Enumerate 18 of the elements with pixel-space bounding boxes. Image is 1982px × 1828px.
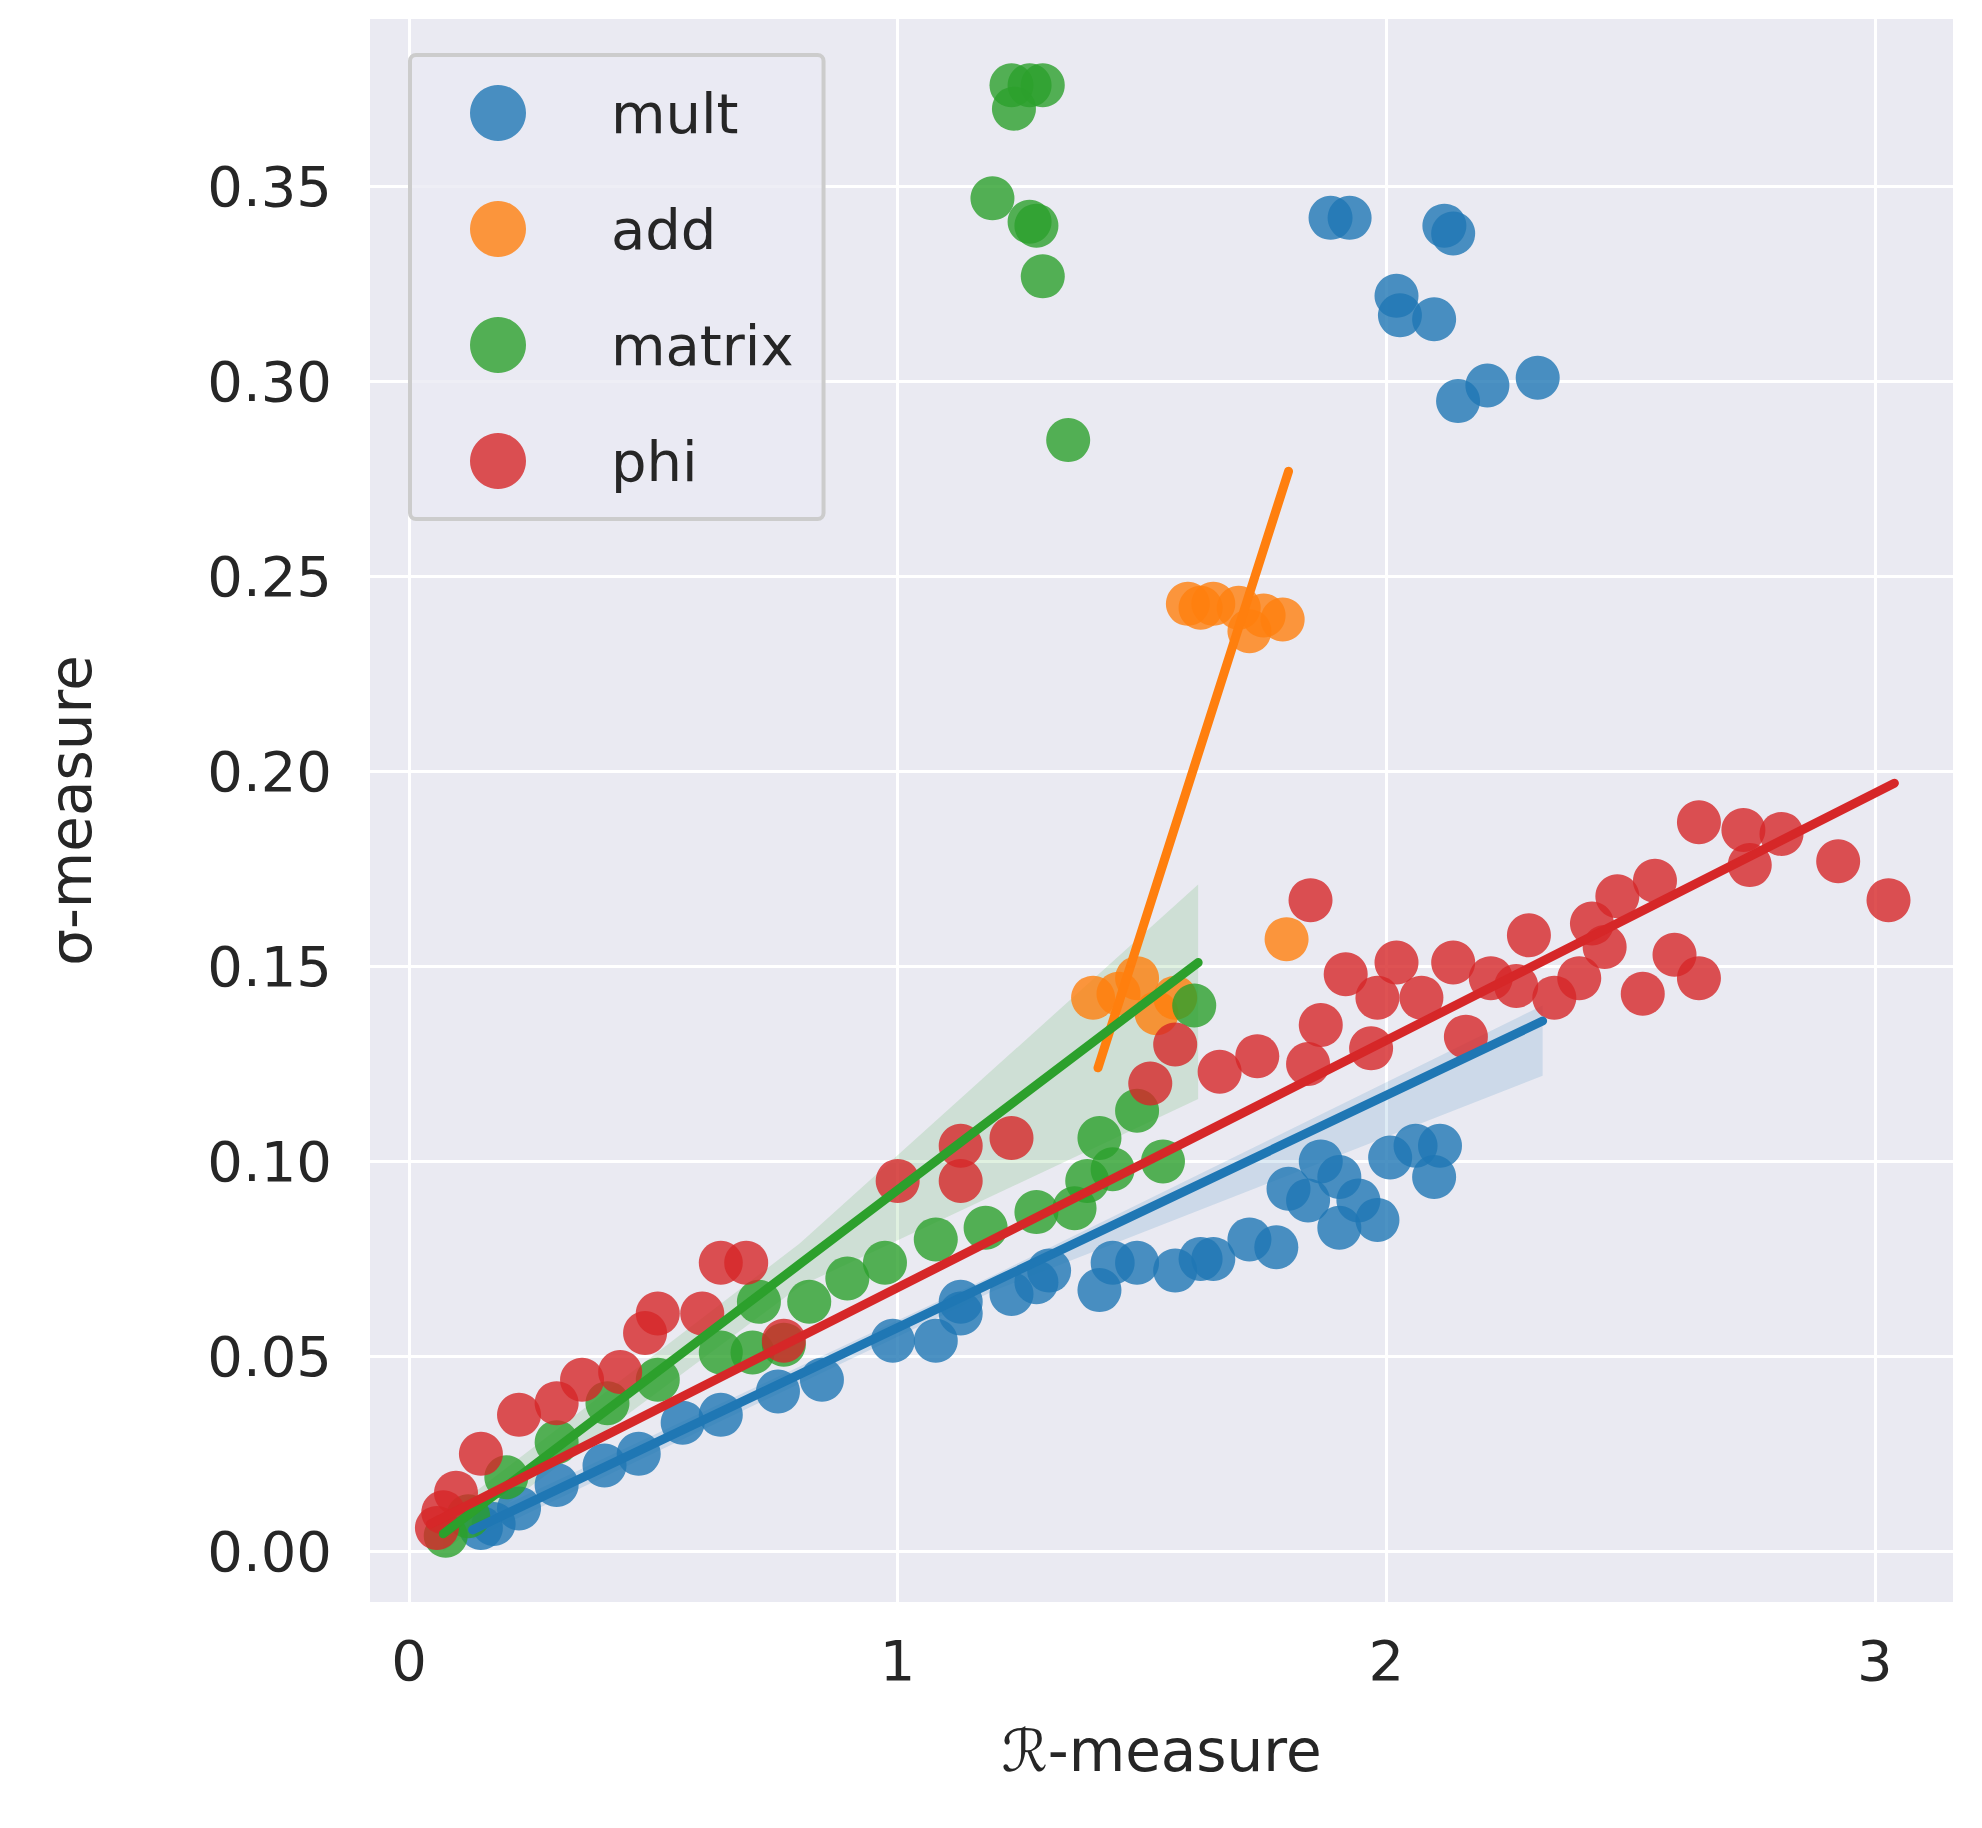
x-axis-title: ℛ-measure	[1001, 1717, 1322, 1785]
y-tick-label: 0.00	[207, 1518, 332, 1584]
legend-label: matrix	[611, 312, 794, 378]
y-tick-label: 0.15	[207, 933, 332, 999]
legend-label: mult	[611, 80, 739, 146]
legend-label: phi	[611, 428, 698, 494]
y-tick-label: 0.25	[207, 544, 332, 610]
x-tick-label: 3	[1857, 1627, 1893, 1693]
legend-label: add	[611, 196, 717, 262]
y-tick-label: 0.10	[207, 1128, 332, 1194]
y-axis-title: σ-measure	[37, 655, 105, 966]
y-tick-label: 0.30	[207, 349, 332, 415]
x-tick-label: 1	[879, 1627, 916, 1693]
y-tick-label: 0.35	[207, 154, 332, 220]
y-tick-label: 0.20	[207, 739, 332, 805]
x-tick-label: 2	[1368, 1627, 1405, 1693]
y-tick-label: 0.05	[207, 1323, 332, 1389]
x-tick-label: 0	[391, 1627, 427, 1693]
